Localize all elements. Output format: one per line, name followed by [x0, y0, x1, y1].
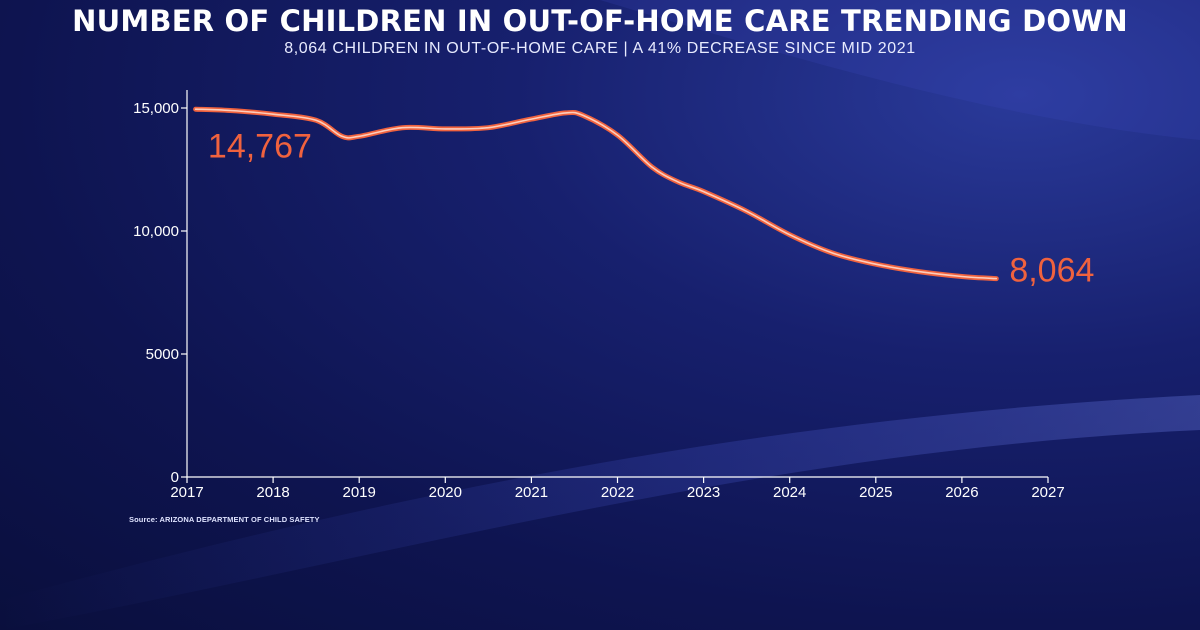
x-tick-label: 2026 — [945, 484, 978, 501]
series-line-outline — [193, 106, 999, 282]
y-tick-label: 5000 — [146, 346, 179, 363]
x-tick-label: 2025 — [859, 484, 892, 501]
tick-labels: 2017 2018 2019 2020 2021 2022 2023 2024 2025 2026… — [133, 100, 1065, 501]
series-layer — [193, 106, 999, 282]
start-value-label: 14,767 — [208, 128, 312, 166]
y-tick-label: 0 — [171, 469, 179, 486]
x-tick-label: 2019 — [343, 484, 376, 501]
axes — [181, 90, 1049, 483]
source-note: Source: ARIZONA DEPARTMENT OF CHILD SAFE… — [129, 515, 320, 524]
y-tick-label: 15,000 — [133, 100, 179, 117]
series-line-highlight — [194, 108, 998, 280]
chart-subtitle: 8,064 CHILDREN IN OUT-OF-HOME CARE | A 4… — [284, 40, 916, 57]
x-tick-label: 2027 — [1031, 484, 1064, 501]
x-tick-label: 2022 — [601, 484, 634, 501]
annotation-layer: 14,767 8,064 — [208, 128, 1095, 290]
end-value-label: 8,064 — [1009, 252, 1094, 290]
x-tick-label: 2017 — [170, 484, 203, 501]
x-tick-label: 2024 — [773, 484, 806, 501]
x-tick-label: 2021 — [515, 484, 548, 501]
y-tick-label: 10,000 — [133, 223, 179, 240]
chart-title: NUMBER OF CHILDREN IN OUT-OF-HOME CARE T… — [72, 4, 1128, 38]
x-tick-label: 2020 — [429, 484, 462, 501]
x-tick-label: 2018 — [256, 484, 289, 501]
x-tick-label: 2023 — [687, 484, 720, 501]
